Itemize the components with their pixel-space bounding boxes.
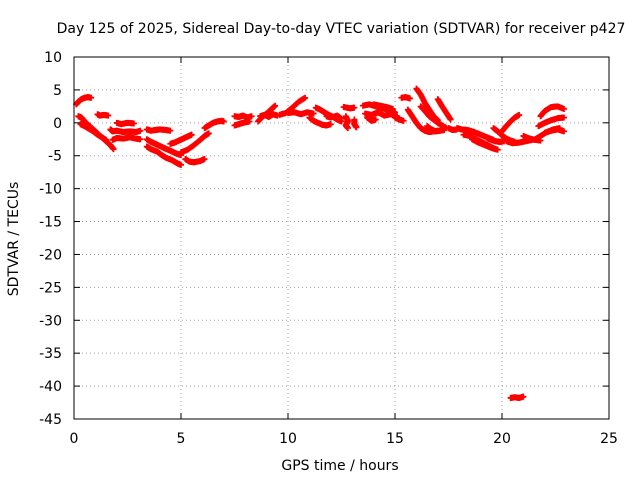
data-point (338, 115, 345, 122)
data-point (400, 117, 407, 124)
series-arc-12 (178, 130, 212, 156)
data-point (344, 125, 351, 132)
series-arc-3 (77, 121, 110, 143)
series-arc-10 (143, 143, 184, 168)
x-tick-label: 15 (386, 431, 404, 447)
x-tick-label: 5 (177, 431, 186, 447)
data-point (178, 161, 184, 168)
y-tick-label: -10 (39, 182, 62, 198)
data-point (105, 112, 112, 119)
series-arc-32 (398, 94, 413, 102)
plot-frame (73, 56, 610, 420)
data-point (447, 116, 454, 123)
data-point (248, 113, 255, 120)
data-point (188, 131, 195, 138)
series-arc-7 (113, 119, 137, 128)
series-arc-8 (143, 126, 174, 134)
series-arc-15 (231, 112, 255, 121)
series-arc-13 (182, 156, 208, 166)
series-arc-21 (306, 114, 334, 129)
data-point (561, 128, 568, 135)
data-point (103, 136, 110, 143)
y-tick-label: -35 (39, 346, 62, 362)
y-tick-label: -25 (39, 280, 62, 296)
data-point (220, 118, 227, 125)
data-point (167, 127, 174, 134)
data-point (246, 118, 253, 125)
data-point (353, 124, 360, 131)
series-arc-9 (143, 136, 184, 159)
data-point (351, 104, 358, 111)
series-arc-4 (94, 111, 112, 119)
chart-title: Day 125 of 2025, Sidereal Day-to-day VTE… (57, 21, 626, 37)
data-point (494, 146, 501, 153)
series-arc-46 (507, 393, 527, 401)
tick-labels: 0 5 10 15 20 25 10 5 0 -5 -10 -15 -20 -25 -30 -35 -40 -45 (39, 50, 618, 447)
series-arc-49 (535, 114, 568, 130)
series-arc-11 (167, 131, 195, 147)
data-point (205, 130, 212, 137)
series-arc-31 (392, 114, 407, 124)
data-point (327, 121, 334, 128)
axis-ticks (73, 56, 610, 420)
data-point (516, 111, 523, 118)
series-arc-36 (424, 123, 448, 135)
y-tick-label: 5 (53, 83, 62, 99)
series-arc-19 (276, 94, 309, 118)
y-tick-label: 0 (53, 116, 62, 132)
series-arc-37 (434, 96, 454, 123)
data-point (130, 120, 137, 127)
series-arc-29 (364, 114, 379, 124)
data-point (406, 95, 413, 102)
y-tick-label: -5 (48, 149, 62, 165)
x-tick-label: 25 (600, 431, 618, 447)
series-arc-5 (107, 126, 144, 136)
y-axis-label: SDTVAR / TECUs (6, 182, 22, 297)
data-point (372, 116, 379, 123)
series-arc-42 (484, 134, 508, 145)
series-arc-6 (109, 134, 144, 143)
x-tick-label: 0 (70, 431, 79, 447)
x-tick-label: 10 (279, 431, 297, 447)
y-tick-label: -40 (39, 379, 62, 395)
y-tick-label: -45 (39, 412, 62, 428)
series-arc-26 (351, 116, 360, 131)
series-arc-50 (537, 103, 568, 120)
series-arc-51 (541, 126, 568, 136)
data-point (561, 114, 568, 121)
series-arc-30 (370, 101, 396, 112)
y-tick-label: -15 (39, 215, 62, 231)
data-point (389, 105, 396, 112)
data-point (272, 102, 279, 109)
data-point (201, 156, 208, 163)
data-point (441, 127, 448, 134)
series-arc-44 (499, 111, 523, 135)
data-point (137, 136, 144, 143)
series-arc-24 (340, 104, 358, 112)
series-arc-41 (469, 136, 501, 153)
series-arc-25 (342, 113, 351, 132)
data-point (110, 146, 117, 153)
data-point (88, 94, 95, 101)
series-arc-1 (73, 94, 95, 108)
series-arc-20 (285, 109, 317, 118)
data-point (310, 110, 317, 117)
data-point (302, 94, 309, 101)
series-arc-14 (201, 117, 227, 132)
series-arc-39 (454, 125, 497, 143)
x-axis-label: GPS time / hours (281, 458, 398, 474)
data-point (561, 105, 568, 112)
y-tick-label: -30 (39, 313, 62, 329)
y-tick-label: -20 (39, 247, 62, 263)
data-points (73, 85, 568, 401)
x-tick-label: 20 (493, 431, 511, 447)
y-tick-label: 10 (44, 50, 62, 66)
series-arc-16 (231, 118, 253, 129)
data-point (520, 393, 527, 400)
series-arc-23 (323, 112, 345, 122)
data-point (137, 127, 144, 134)
